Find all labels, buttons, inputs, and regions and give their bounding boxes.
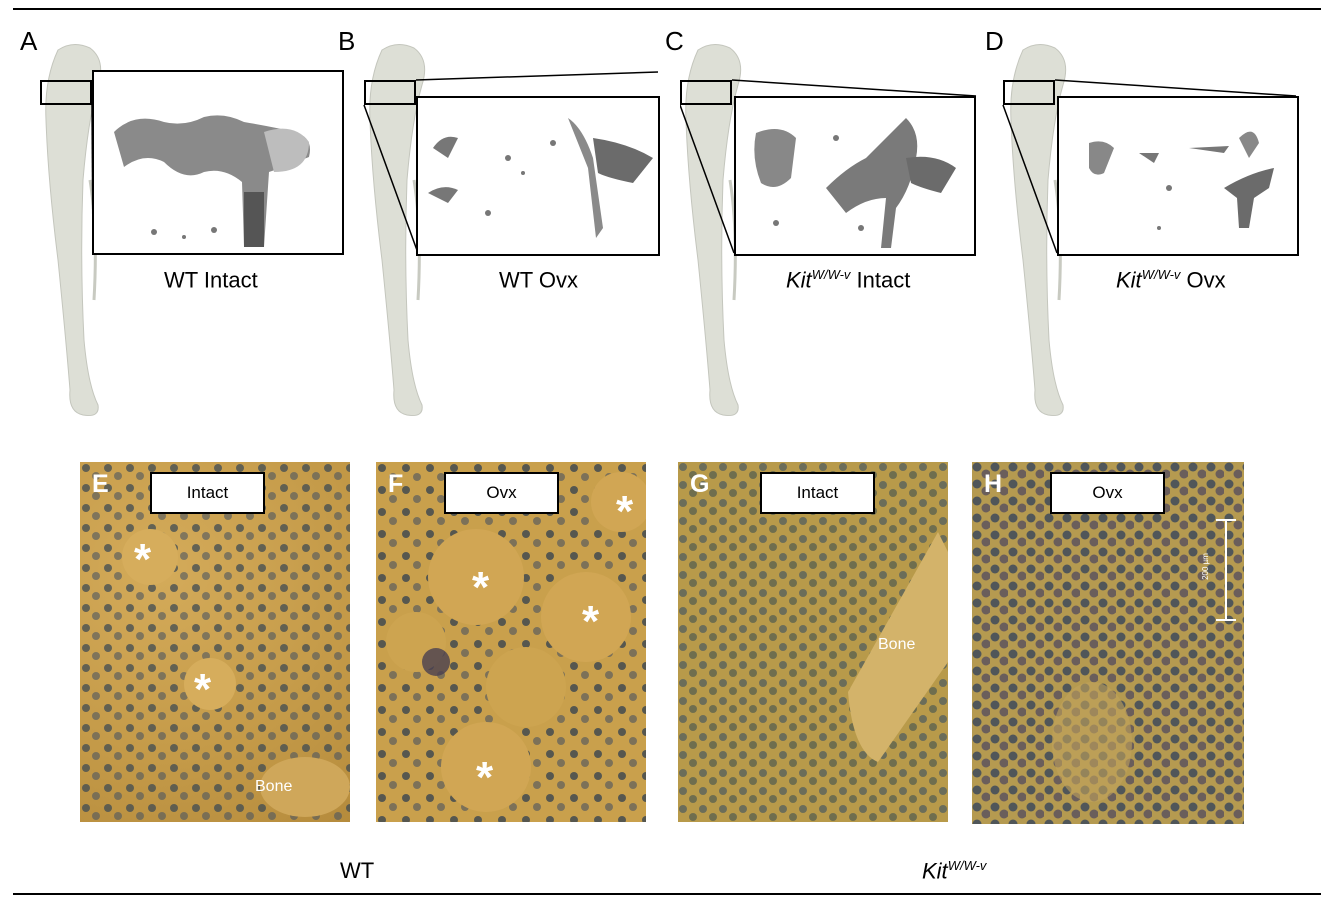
panel-caption: WT Ovx (499, 267, 579, 293)
histology-panel-e: E Intact * * Bone (80, 462, 350, 822)
adipocyte-asterisk: * (616, 487, 634, 536)
bone-label: Bone (878, 636, 916, 653)
panel-letter: C (665, 26, 684, 56)
roi-box (364, 80, 416, 105)
group-label-kit: KitW/W-v (922, 858, 987, 884)
top-rule (13, 8, 1321, 10)
zoom-lines (363, 71, 659, 254)
panel-caption: KitW/W-v Intact (786, 267, 911, 293)
panel-letter: D (985, 26, 1004, 56)
condition-label: Intact (760, 472, 875, 514)
panel-letter: F (388, 470, 404, 498)
adipocyte-asterisk: * (134, 535, 152, 584)
trabecular-render (416, 96, 660, 256)
cell-texture (80, 462, 350, 822)
histology-panel-h: H Ovx 200 µm (972, 462, 1244, 824)
trabecular-render (92, 70, 344, 255)
panel-caption: WT Intact (164, 267, 258, 293)
histology-panel-f: F Ovx * * * * (376, 462, 646, 822)
trabecular-render (734, 96, 976, 256)
roi-box (1003, 80, 1055, 105)
adipocyte-asterisk: * (476, 753, 494, 802)
bottom-rule (13, 893, 1321, 895)
zoom-lines (1002, 79, 1297, 254)
histology-panel-g: G Intact Bone (678, 462, 948, 822)
scale-bar-label: 200 µm (1200, 553, 1210, 580)
panel-letter: A (20, 26, 38, 56)
panel-caption: KitW/W-v Ovx (1116, 267, 1226, 293)
adipocyte-asterisk: * (194, 665, 212, 714)
adipocyte-asterisk: * (582, 597, 600, 646)
roi-box (680, 80, 732, 105)
trabecular-render (1057, 96, 1299, 256)
zoom-lines (680, 79, 977, 254)
bone-label: Bone (255, 778, 293, 795)
cell-texture (678, 462, 948, 822)
panel-letter: G (690, 470, 710, 498)
group-label-wt: WT (340, 858, 375, 883)
adipocyte-asterisk: * (472, 563, 490, 612)
panel-letter: H (984, 470, 1003, 498)
panel-letter: E (92, 470, 109, 498)
cell-texture (376, 462, 646, 822)
panel-letter: B (338, 26, 356, 56)
roi-box (40, 80, 92, 105)
cell-texture (972, 462, 1244, 824)
condition-label: Intact (150, 472, 265, 514)
condition-label: Ovx (444, 472, 559, 514)
condition-label: Ovx (1050, 472, 1165, 514)
